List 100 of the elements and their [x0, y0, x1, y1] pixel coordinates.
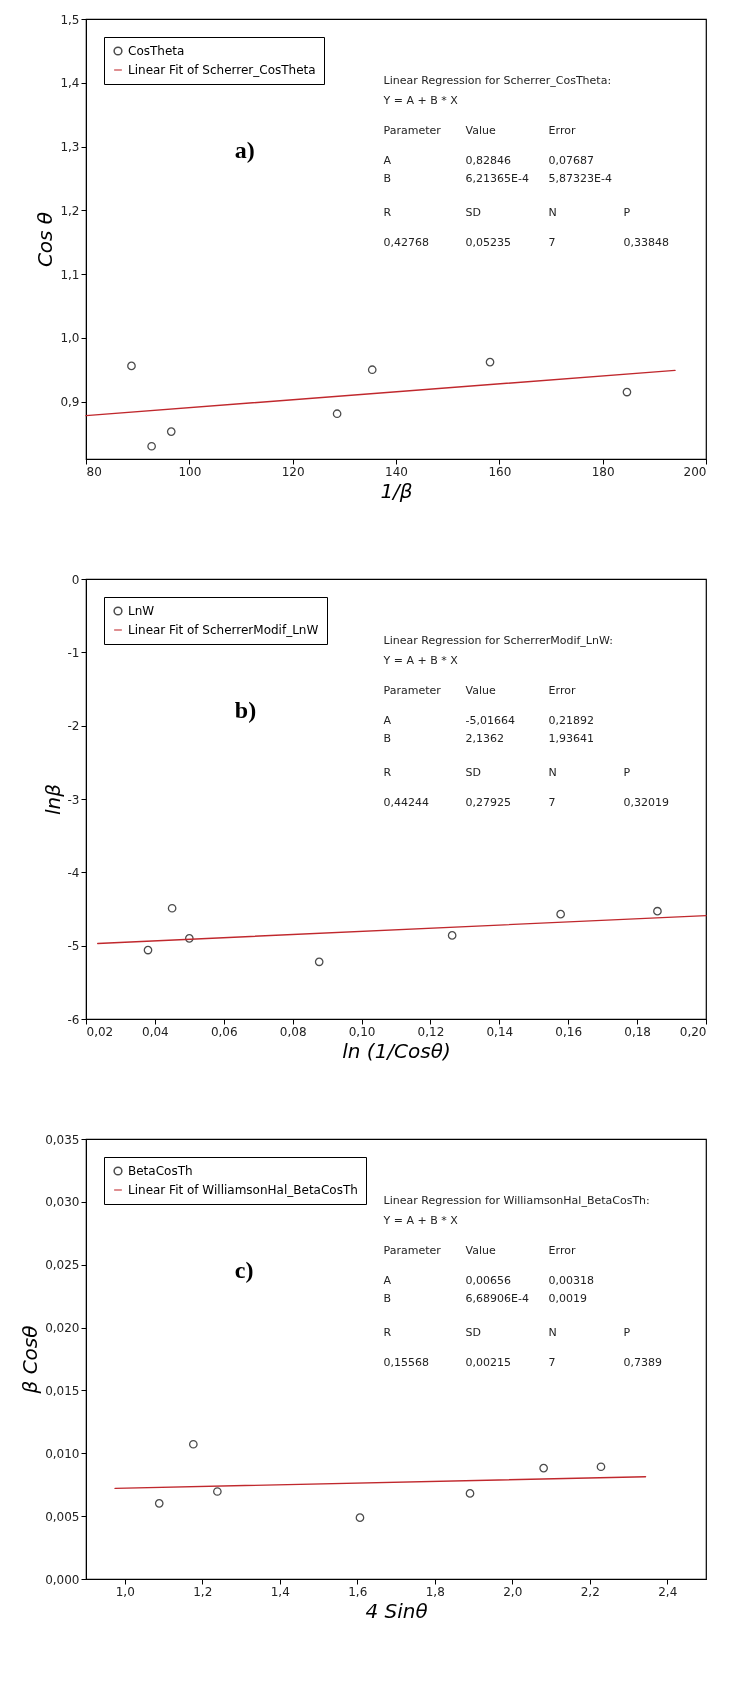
y-tick-label: 1,2 [60, 203, 80, 218]
annotation: b) [234, 697, 257, 723]
x-tick-label: 0,18 [624, 1024, 651, 1039]
annotation: Linear Regression for Scherrer_CosTheta: [383, 73, 612, 87]
point [166, 427, 176, 436]
legend-label: LnW [128, 604, 155, 618]
x-tick-label: 0,08 [279, 1024, 307, 1039]
x-tick-label: 0,06 [210, 1024, 238, 1039]
y-tick-label: 0 [71, 572, 80, 587]
text: R SD N P [383, 205, 631, 219]
x-tick-label: 0,12 [417, 1024, 445, 1039]
x-axis-title: ln (1/Cosθ) [342, 1038, 451, 1063]
x-tick-label: 140 [385, 464, 408, 479]
x-tick-label: 2,0 [503, 1584, 523, 1599]
annotation: a) [234, 137, 255, 163]
text: R SD N P [383, 765, 631, 779]
text: A 0,00656 0,00318 [383, 1273, 595, 1287]
point [332, 409, 342, 419]
x-tick-label: 1,4 [270, 1584, 290, 1599]
point [188, 1439, 198, 1449]
x-axis-title: 4 Sinθ [365, 1598, 428, 1623]
point [367, 365, 377, 375]
y-axis-title: β Cosθ [18, 1325, 43, 1395]
text: B 2,1362 1,93641 [383, 731, 595, 745]
text: 0,44244 0,27925 7 0,32019 [383, 795, 670, 809]
y-tick-label: 0,015 [45, 1383, 80, 1398]
x-axis-title: 1/β [380, 478, 413, 503]
annotation: Y = A + B * X [382, 1213, 459, 1227]
y-tick-label: 1,5 [60, 12, 80, 27]
text: A -5,01664 0,21892 [383, 713, 595, 727]
y-tick-label: -1 [67, 645, 80, 660]
x-tick-label: 0,14 [486, 1024, 514, 1039]
point [314, 957, 324, 967]
y-tick-label: 0,035 [45, 1132, 80, 1147]
x-tick-label: 80 [86, 464, 102, 479]
text: A 0,82846 0,07687 [383, 153, 595, 167]
point [127, 361, 136, 371]
point [622, 387, 632, 397]
annotation: Linear Regression for WilliamsonHal_BetaCosTh: [383, 1193, 650, 1207]
point [485, 357, 495, 367]
text: Parameter Value Error [383, 683, 576, 697]
point [167, 903, 177, 913]
x-tick-label: 1,8 [425, 1584, 445, 1599]
point [556, 909, 565, 919]
point [213, 1487, 222, 1496]
point [653, 906, 662, 916]
point [147, 441, 156, 451]
legend-label: Linear Fit of Scherrer_CosTheta [128, 63, 316, 77]
x-tick-label: 2,4 [658, 1584, 678, 1599]
x-tick-label: 180 [591, 464, 615, 479]
annotation: Y = A + B * X [382, 93, 459, 107]
y-tick-label: 1,0 [60, 331, 80, 346]
annotation: Y = A + B * X [382, 653, 459, 667]
x-tick-label: 160 [488, 464, 512, 479]
text: Parameter Value Error [383, 1243, 576, 1257]
x-tick-label: 1,0 [115, 1584, 135, 1599]
y-tick-label: 0,9 [60, 395, 80, 410]
x-tick-label: 0,20 [679, 1024, 707, 1039]
y-tick-label: 0,025 [45, 1258, 80, 1273]
text: B 6,68906E-4 0,0019 [383, 1291, 588, 1305]
legend-label: CosTheta [128, 44, 185, 58]
point [355, 1513, 365, 1522]
y-tick-label: 1,3 [60, 140, 80, 155]
point [465, 1489, 475, 1498]
point [539, 1463, 548, 1473]
x-tick-label: 100 [178, 464, 202, 479]
x-tick-label: 120 [281, 464, 305, 479]
x-tick-label: 1,6 [348, 1584, 368, 1599]
legend-label: BetaCosTh [128, 1164, 193, 1178]
x-tick-label: 2,2 [580, 1584, 600, 1599]
y-tick-label: 0,005 [45, 1509, 80, 1524]
point [143, 945, 153, 955]
y-tick-label: 0,030 [45, 1195, 80, 1210]
point [184, 933, 194, 943]
y-tick-label: -3 [67, 792, 80, 807]
text: R SD N P [383, 1325, 631, 1339]
y-tick-label: 0,010 [45, 1446, 80, 1461]
legend-label: Linear Fit of WilliamsonHal_BetaCosTh [128, 1183, 358, 1197]
x-tick-label: 0,04 [142, 1024, 169, 1039]
y-tick-label: 1,1 [60, 267, 80, 282]
y-tick-label: -5 [67, 939, 80, 954]
y-axis-title: Cos θ [33, 211, 58, 268]
point [447, 931, 457, 940]
x-tick-label: 0,16 [555, 1024, 583, 1039]
x-tick-label: 0,10 [348, 1024, 376, 1039]
y-tick-label: 0,000 [45, 1572, 80, 1587]
text: B 6,21365E-4 5,87323E-4 [383, 171, 613, 185]
point [154, 1498, 164, 1508]
text: Parameter Value Error [383, 123, 576, 137]
point [596, 1462, 606, 1472]
y-axis-title: lnβ [40, 783, 65, 815]
y-tick-label: 1,4 [60, 76, 80, 91]
y-tick-label: 0,020 [45, 1321, 80, 1336]
text: 0,42768 0,05235 7 0,33848 [383, 235, 670, 249]
x-tick-label: 1,2 [193, 1584, 213, 1599]
x-tick-label: 0,02 [86, 1024, 114, 1039]
y-tick-label: -6 [67, 1012, 80, 1027]
annotation: c) [234, 1257, 254, 1283]
legend-label: Linear Fit of ScherrerModif_LnW [128, 623, 319, 637]
annotation: Linear Regression for ScherrerModif_LnW: [383, 633, 613, 647]
